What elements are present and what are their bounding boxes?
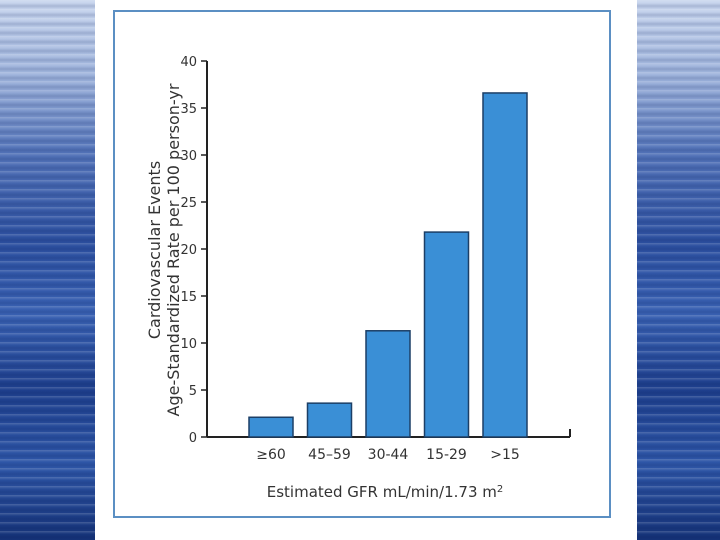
y-axis-label-line-1: Cardiovascular Events: [145, 161, 164, 339]
bar: [423, 231, 470, 438]
background-right-strip: [637, 0, 720, 540]
y-tick-label: 0: [189, 431, 197, 446]
bar: [365, 330, 411, 438]
x-axis-label: Estimated GFR mL/min/1.73 m2: [267, 483, 504, 501]
y-axis-label-line-2: Age-Standardized Rate per 100 person-yr: [164, 83, 183, 416]
y-tick-label: 5: [189, 384, 197, 399]
chart-panel: [113, 10, 611, 518]
y-axis-label: Cardiovascular Events Age-Standardized R…: [145, 83, 183, 416]
y-tick-label: 15: [180, 290, 197, 305]
x-tick-label: 45–59: [308, 447, 351, 463]
background-left-strip: [0, 0, 95, 540]
x-tick-label: ≥60: [256, 447, 286, 463]
bar: [248, 416, 294, 438]
bar: [306, 402, 353, 438]
y-tick-label: 20: [180, 243, 197, 258]
bar: [482, 92, 528, 438]
y-tick-label: 40: [180, 55, 197, 70]
x-tick-label: 30-44: [368, 447, 409, 463]
x-tick-label: 15-29: [426, 447, 467, 463]
y-tick-label: 25: [180, 196, 197, 211]
x-tick-label: >15: [490, 447, 520, 463]
y-tick-label: 35: [180, 102, 197, 117]
y-tick-label: 30: [180, 149, 197, 164]
x-axis-label-text: Estimated GFR mL/min/1.73 m: [267, 483, 497, 501]
x-axis-label-superscript: 2: [497, 484, 503, 495]
y-tick-label: 10: [180, 337, 197, 352]
